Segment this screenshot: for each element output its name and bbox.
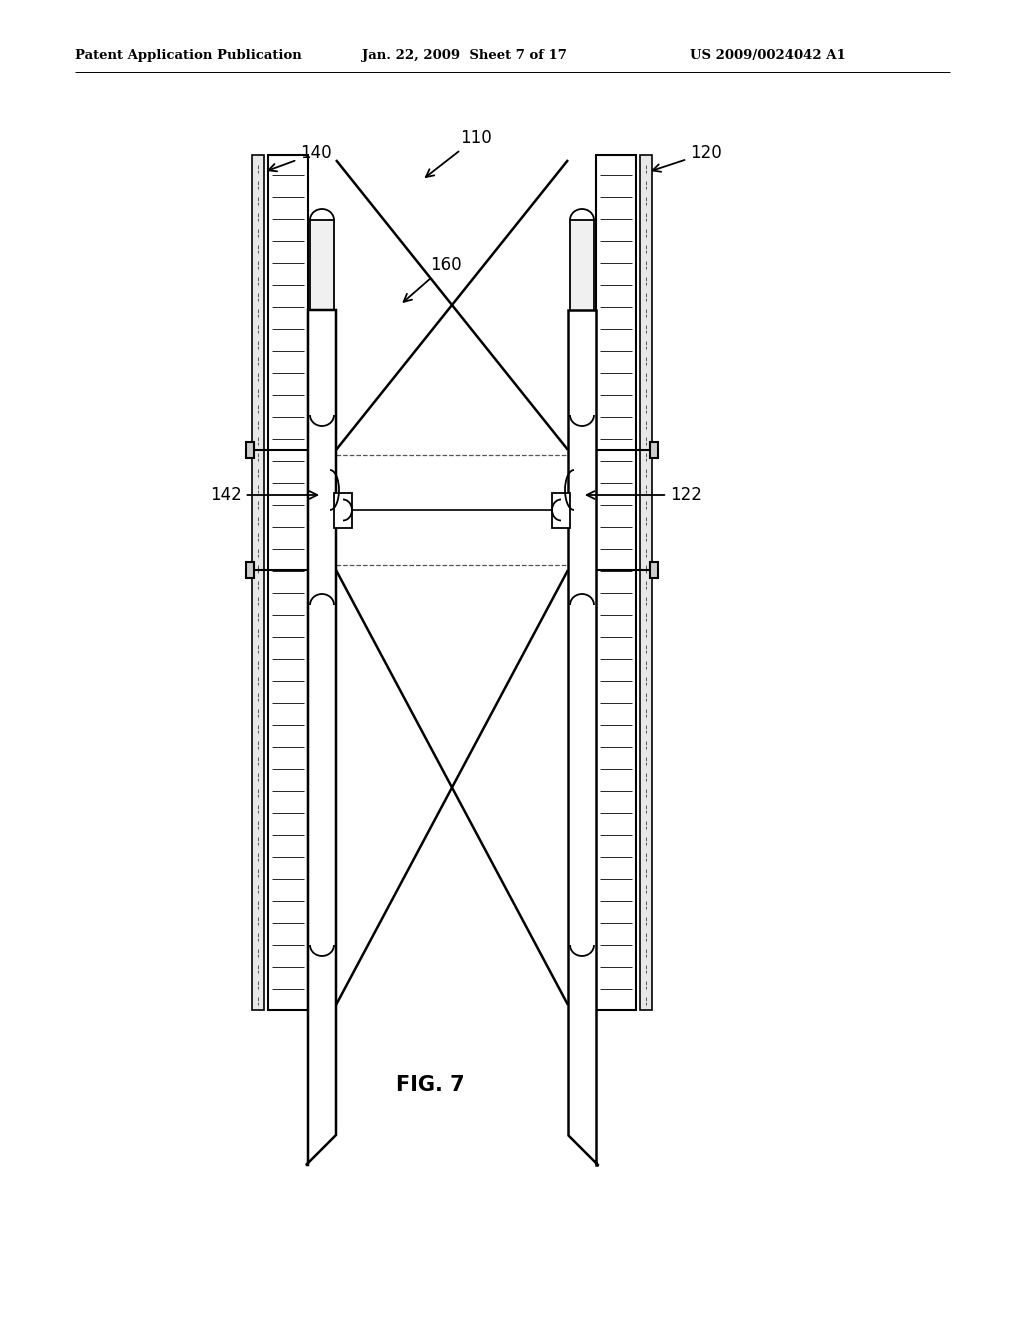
Text: 142: 142 [210,486,317,504]
Bar [246,562,254,578]
Text: 140: 140 [268,144,332,172]
Bar [310,220,334,414]
Bar [246,442,254,458]
Bar [310,605,334,945]
Text: 110: 110 [426,129,492,177]
Bar [650,442,658,458]
Text: 160: 160 [403,256,462,302]
Text: Jan. 22, 2009  Sheet 7 of 17: Jan. 22, 2009 Sheet 7 of 17 [362,49,567,62]
Bar [334,492,352,528]
Bar [268,154,308,1010]
Bar [552,492,570,528]
Bar [596,154,636,1010]
Text: 120: 120 [652,144,722,172]
Text: FIG. 7: FIG. 7 [395,1074,464,1096]
Polygon shape [568,310,598,1166]
Bar [640,154,652,1010]
Bar [252,154,264,1010]
Bar [650,562,658,578]
Polygon shape [306,310,336,1166]
Bar [570,220,594,414]
Text: Patent Application Publication: Patent Application Publication [75,49,302,62]
Text: 122: 122 [587,486,701,504]
Text: US 2009/0024042 A1: US 2009/0024042 A1 [690,49,846,62]
Bar [570,605,594,945]
